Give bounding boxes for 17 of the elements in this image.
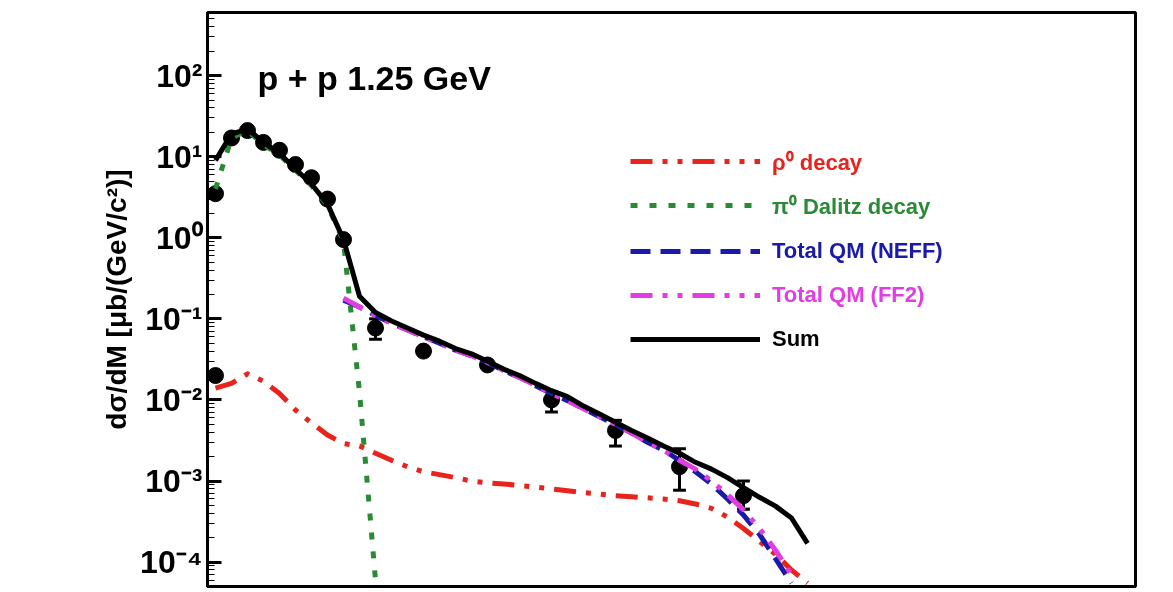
text: Total QM (NEFF) [772,238,943,264]
y-tick-label: 10² [156,57,203,94]
y-tick-label: 10⁻¹ [145,300,203,337]
point [207,367,224,384]
y-tick-label: 10⁰ [155,219,204,256]
y-tick-label: 10¹ [156,138,203,175]
y-tick-label: 10⁻³ [145,463,203,500]
text: π⁰ Dalitz decay [772,193,931,220]
text: Sum [772,326,820,352]
text: Total QM (FF2) [772,282,925,308]
point [367,319,384,337]
text: ρ⁰ decay [772,149,863,176]
text: p + p 1.25 GeV [257,58,492,97]
y-tick-label: 10⁻² [145,381,203,418]
y-axis-title: dσ/dM [μb/(GeV/c²)] [101,169,133,430]
point [415,342,432,360]
y-tick-label: 10⁻⁴ [140,544,203,581]
